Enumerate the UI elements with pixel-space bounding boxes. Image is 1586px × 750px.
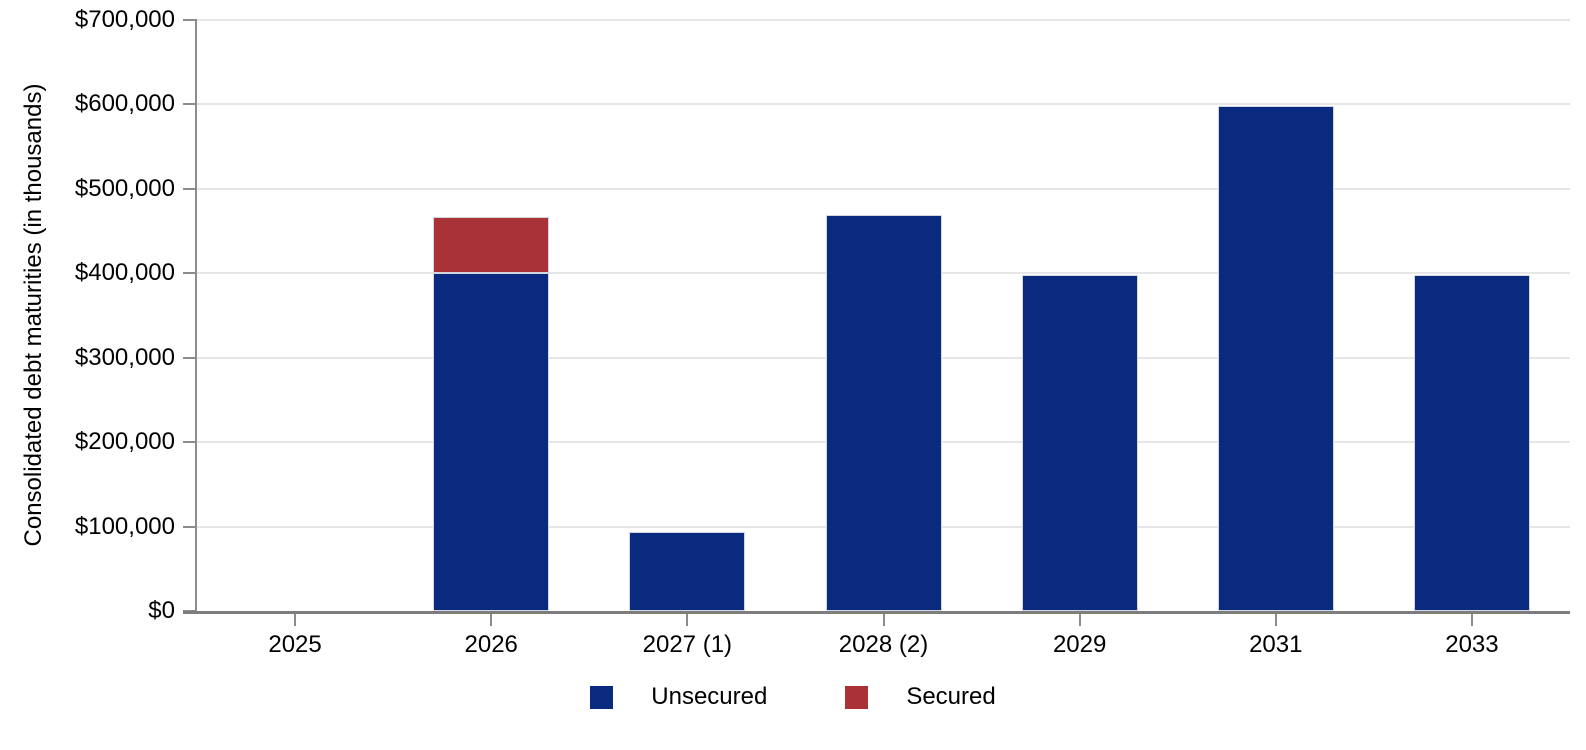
legend-item-unsecured: Unsecured [590,683,767,711]
legend-label-secured: Secured [906,683,996,710]
y-tick-label: $500,000 [74,174,175,202]
x-tick-label: 2026 [464,631,518,658]
y-tick-mark [183,356,197,359]
y-tick-label: $400,000 [74,259,175,287]
y-tick-mark [183,103,197,106]
x-tick-label: 2031 [1249,631,1303,658]
x-tick-label: 2029 [1052,631,1107,658]
x-tick-label: 2033 [1445,631,1499,658]
y-tick-mark [183,441,197,444]
x-tick-mark [1078,614,1081,626]
y-tick-label: $100,000 [74,512,175,540]
y-axis-line [195,20,197,614]
legend-swatch-secured-icon [845,685,869,709]
gridline [197,103,1570,106]
y-tick-label: $700,000 [74,6,175,33]
bar-2028-unsecured [825,215,942,611]
x-axis-line [183,611,1570,614]
legend-swatch-unsecured-icon [590,685,614,709]
bar-2027-unsecured [629,532,746,611]
x-tick-label: 2028 (2) [838,631,929,658]
x-tick-label: 2027 (1) [642,631,733,658]
legend: Unsecured Secured [0,681,1586,713]
x-tick-mark [686,614,689,626]
y-tick-label: $0 [148,597,175,624]
legend-item-secured: Secured [845,683,996,711]
gridline [197,187,1570,190]
x-tick-mark [1470,614,1473,626]
x-tick-mark [1274,614,1277,626]
legend-label-unsecured: Unsecured [651,683,768,710]
x-tick-mark [882,614,885,626]
x-tick-mark [294,614,297,626]
bar-2033-unsecured [1413,274,1530,611]
y-tick-mark [183,187,197,190]
y-tick-mark [183,19,197,21]
x-tick-label: 2025 [268,631,322,658]
bar-2031-unsecured [1217,106,1334,611]
y-tick-label: $600,000 [74,90,175,118]
bar-2029-unsecured [1021,274,1138,611]
y-tick-label: $200,000 [74,428,175,456]
bar-2026-secured [433,216,550,274]
y-axis-title: Consolidated debt maturities (in thousan… [20,83,47,547]
gridline [197,19,1570,21]
y-tick-mark [183,525,197,528]
y-tick-mark [183,272,197,275]
y-tick-label: $300,000 [74,343,175,371]
bar-2026-unsecured [433,273,550,611]
x-tick-mark [490,614,493,626]
